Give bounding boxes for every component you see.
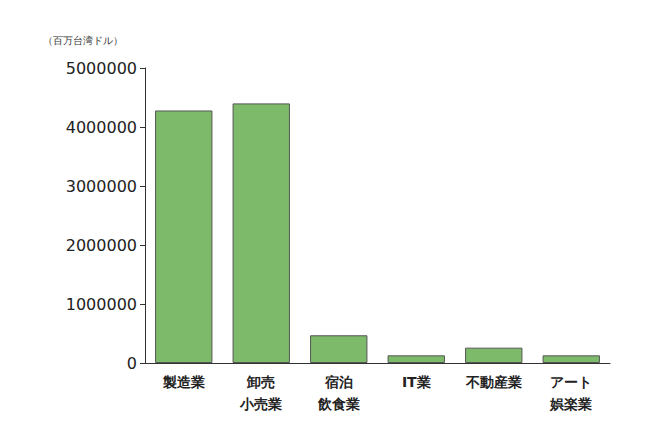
svg-text:不動産業: 不動産業	[465, 374, 522, 390]
svg-text:3000000: 3000000	[66, 177, 137, 196]
svg-text:0: 0	[127, 354, 137, 373]
svg-text:4000000: 4000000	[66, 118, 137, 137]
svg-text:IT業: IT業	[402, 374, 431, 390]
svg-text:5000000: 5000000	[66, 59, 137, 78]
svg-text:アート: アート	[550, 374, 592, 390]
svg-text:飲食業: 飲食業	[317, 396, 360, 412]
svg-text:1000000: 1000000	[66, 295, 137, 314]
svg-text:娯楽業: 娯楽業	[549, 396, 592, 412]
svg-text:宿泊: 宿泊	[324, 374, 353, 390]
svg-text:製造業: 製造業	[162, 374, 205, 390]
svg-text:2000000: 2000000	[66, 236, 137, 255]
svg-text:小売業: 小売業	[239, 396, 282, 412]
svg-text:卸売: 卸売	[246, 374, 275, 390]
svg-text:（百万台湾ドル）: （百万台湾ドル）	[43, 35, 123, 46]
